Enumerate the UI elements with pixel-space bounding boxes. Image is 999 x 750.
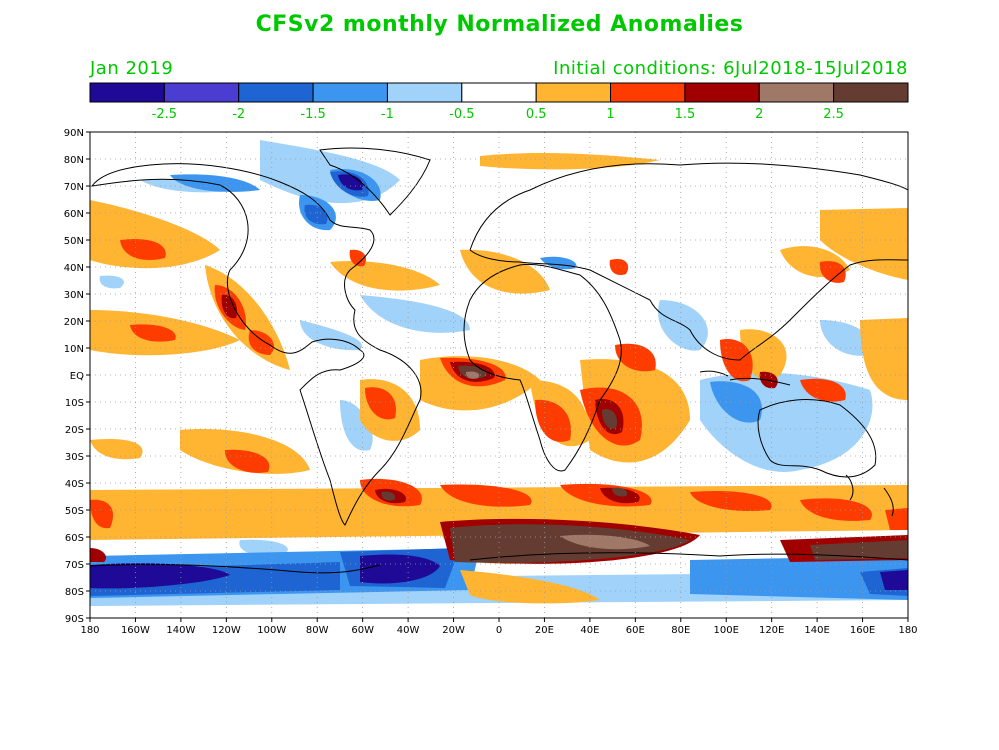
colorbar-swatch — [610, 82, 686, 103]
positive-anomaly-high-regions — [466, 371, 650, 550]
longitude-label: 180 — [80, 625, 99, 636]
colorbar-swatch — [758, 82, 835, 103]
longitude-label: 80W — [306, 625, 329, 636]
longitude-label: 20E — [535, 625, 554, 636]
latitude-label: 40N — [64, 263, 84, 274]
colorbar-swatch — [89, 82, 165, 103]
latitude-label: 30N — [64, 290, 84, 301]
longitude-label: 60E — [626, 625, 645, 636]
colorbar-swatch — [461, 82, 537, 103]
longitude-label: 60W — [351, 625, 374, 636]
colorbar-label: 2.5 — [823, 107, 844, 122]
longitude-label: 40W — [397, 625, 420, 636]
colorbar-swatch — [238, 82, 314, 103]
colorbar-label: -1 — [381, 107, 394, 122]
colorbar-label: -2.5 — [152, 107, 177, 122]
colorbar-swatch — [535, 82, 612, 103]
longitude-label: 0 — [496, 625, 502, 636]
longitude-label: 120W — [212, 625, 241, 636]
initial-conditions-label: Initial conditions: 6Jul2018-15Jul2018 — [553, 58, 908, 79]
latitude-label: 60N — [64, 209, 84, 220]
longitude-label: 80E — [671, 625, 690, 636]
latitude-label: 80S — [65, 587, 84, 598]
colorbar-label: -1.5 — [300, 107, 325, 122]
grid — [90, 132, 908, 618]
longitude-label: 160W — [121, 625, 150, 636]
latitude-label: 20S — [65, 425, 84, 436]
colorbar-label: 1.5 — [675, 107, 696, 122]
colorbar-swatch — [386, 82, 463, 103]
longitude-label: 120E — [759, 625, 784, 636]
colorbar-swatch — [833, 82, 909, 103]
colorbar-swatch — [684, 82, 760, 103]
latitude-label: 60S — [65, 533, 84, 544]
latitude-label: EQ — [70, 371, 84, 382]
latitude-label: 70N — [64, 182, 84, 193]
colorbar-label: -0.5 — [449, 107, 474, 122]
latitude-label: 40S — [65, 479, 84, 490]
colorbar-swatch — [163, 82, 240, 103]
latitude-label: 30S — [65, 452, 84, 463]
colorbar-swatch — [312, 82, 388, 103]
longitude-axis: 180 160W 140W 120W 100W 80W 60W 40W 20W 0 20E 40E 60… — [80, 618, 918, 636]
latitude-label: 90S — [65, 614, 84, 625]
longitude-label: 160E — [850, 625, 875, 636]
latitude-label: 20N — [64, 317, 84, 328]
latitude-label: 90N — [64, 128, 84, 139]
valid-month-label: Jan 2019 — [90, 58, 174, 79]
colorbar-labels: -2.5 -2 -1.5 -1 -0.5 0.5 1 1.5 2 2.5 — [152, 107, 844, 122]
colorbar-label: 2 — [755, 107, 763, 122]
map-area — [90, 132, 908, 618]
latitude-label: 10N — [64, 344, 84, 355]
longitude-label: 40E — [580, 625, 599, 636]
longitude-label: 100W — [257, 625, 286, 636]
longitude-label: 140E — [804, 625, 829, 636]
latitude-label: 10S — [65, 398, 84, 409]
longitude-label: 100E — [714, 625, 739, 636]
map-title: CFSv2 monthly Normalized Anomalies — [255, 12, 744, 37]
negative-anomaly-darkest-regions — [90, 174, 908, 590]
longitude-label: 180 — [898, 625, 917, 636]
colorbar-label: 1 — [606, 107, 614, 122]
latitude-label: 50N — [64, 236, 84, 247]
latitude-label: 50S — [65, 506, 84, 517]
latitude-label: 80N — [64, 155, 84, 166]
colorbar — [89, 82, 909, 103]
colorbar-label: 0.5 — [526, 107, 547, 122]
latitude-label: 70S — [65, 560, 84, 571]
longitude-label: 20W — [442, 625, 465, 636]
colorbar-label: -2 — [232, 107, 245, 122]
longitude-label: 140W — [166, 625, 195, 636]
latitude-axis: 90N 80N 70N 60N 50N 40N 30N 20N 10N EQ 10S 20S 30S 40… — [64, 128, 90, 625]
